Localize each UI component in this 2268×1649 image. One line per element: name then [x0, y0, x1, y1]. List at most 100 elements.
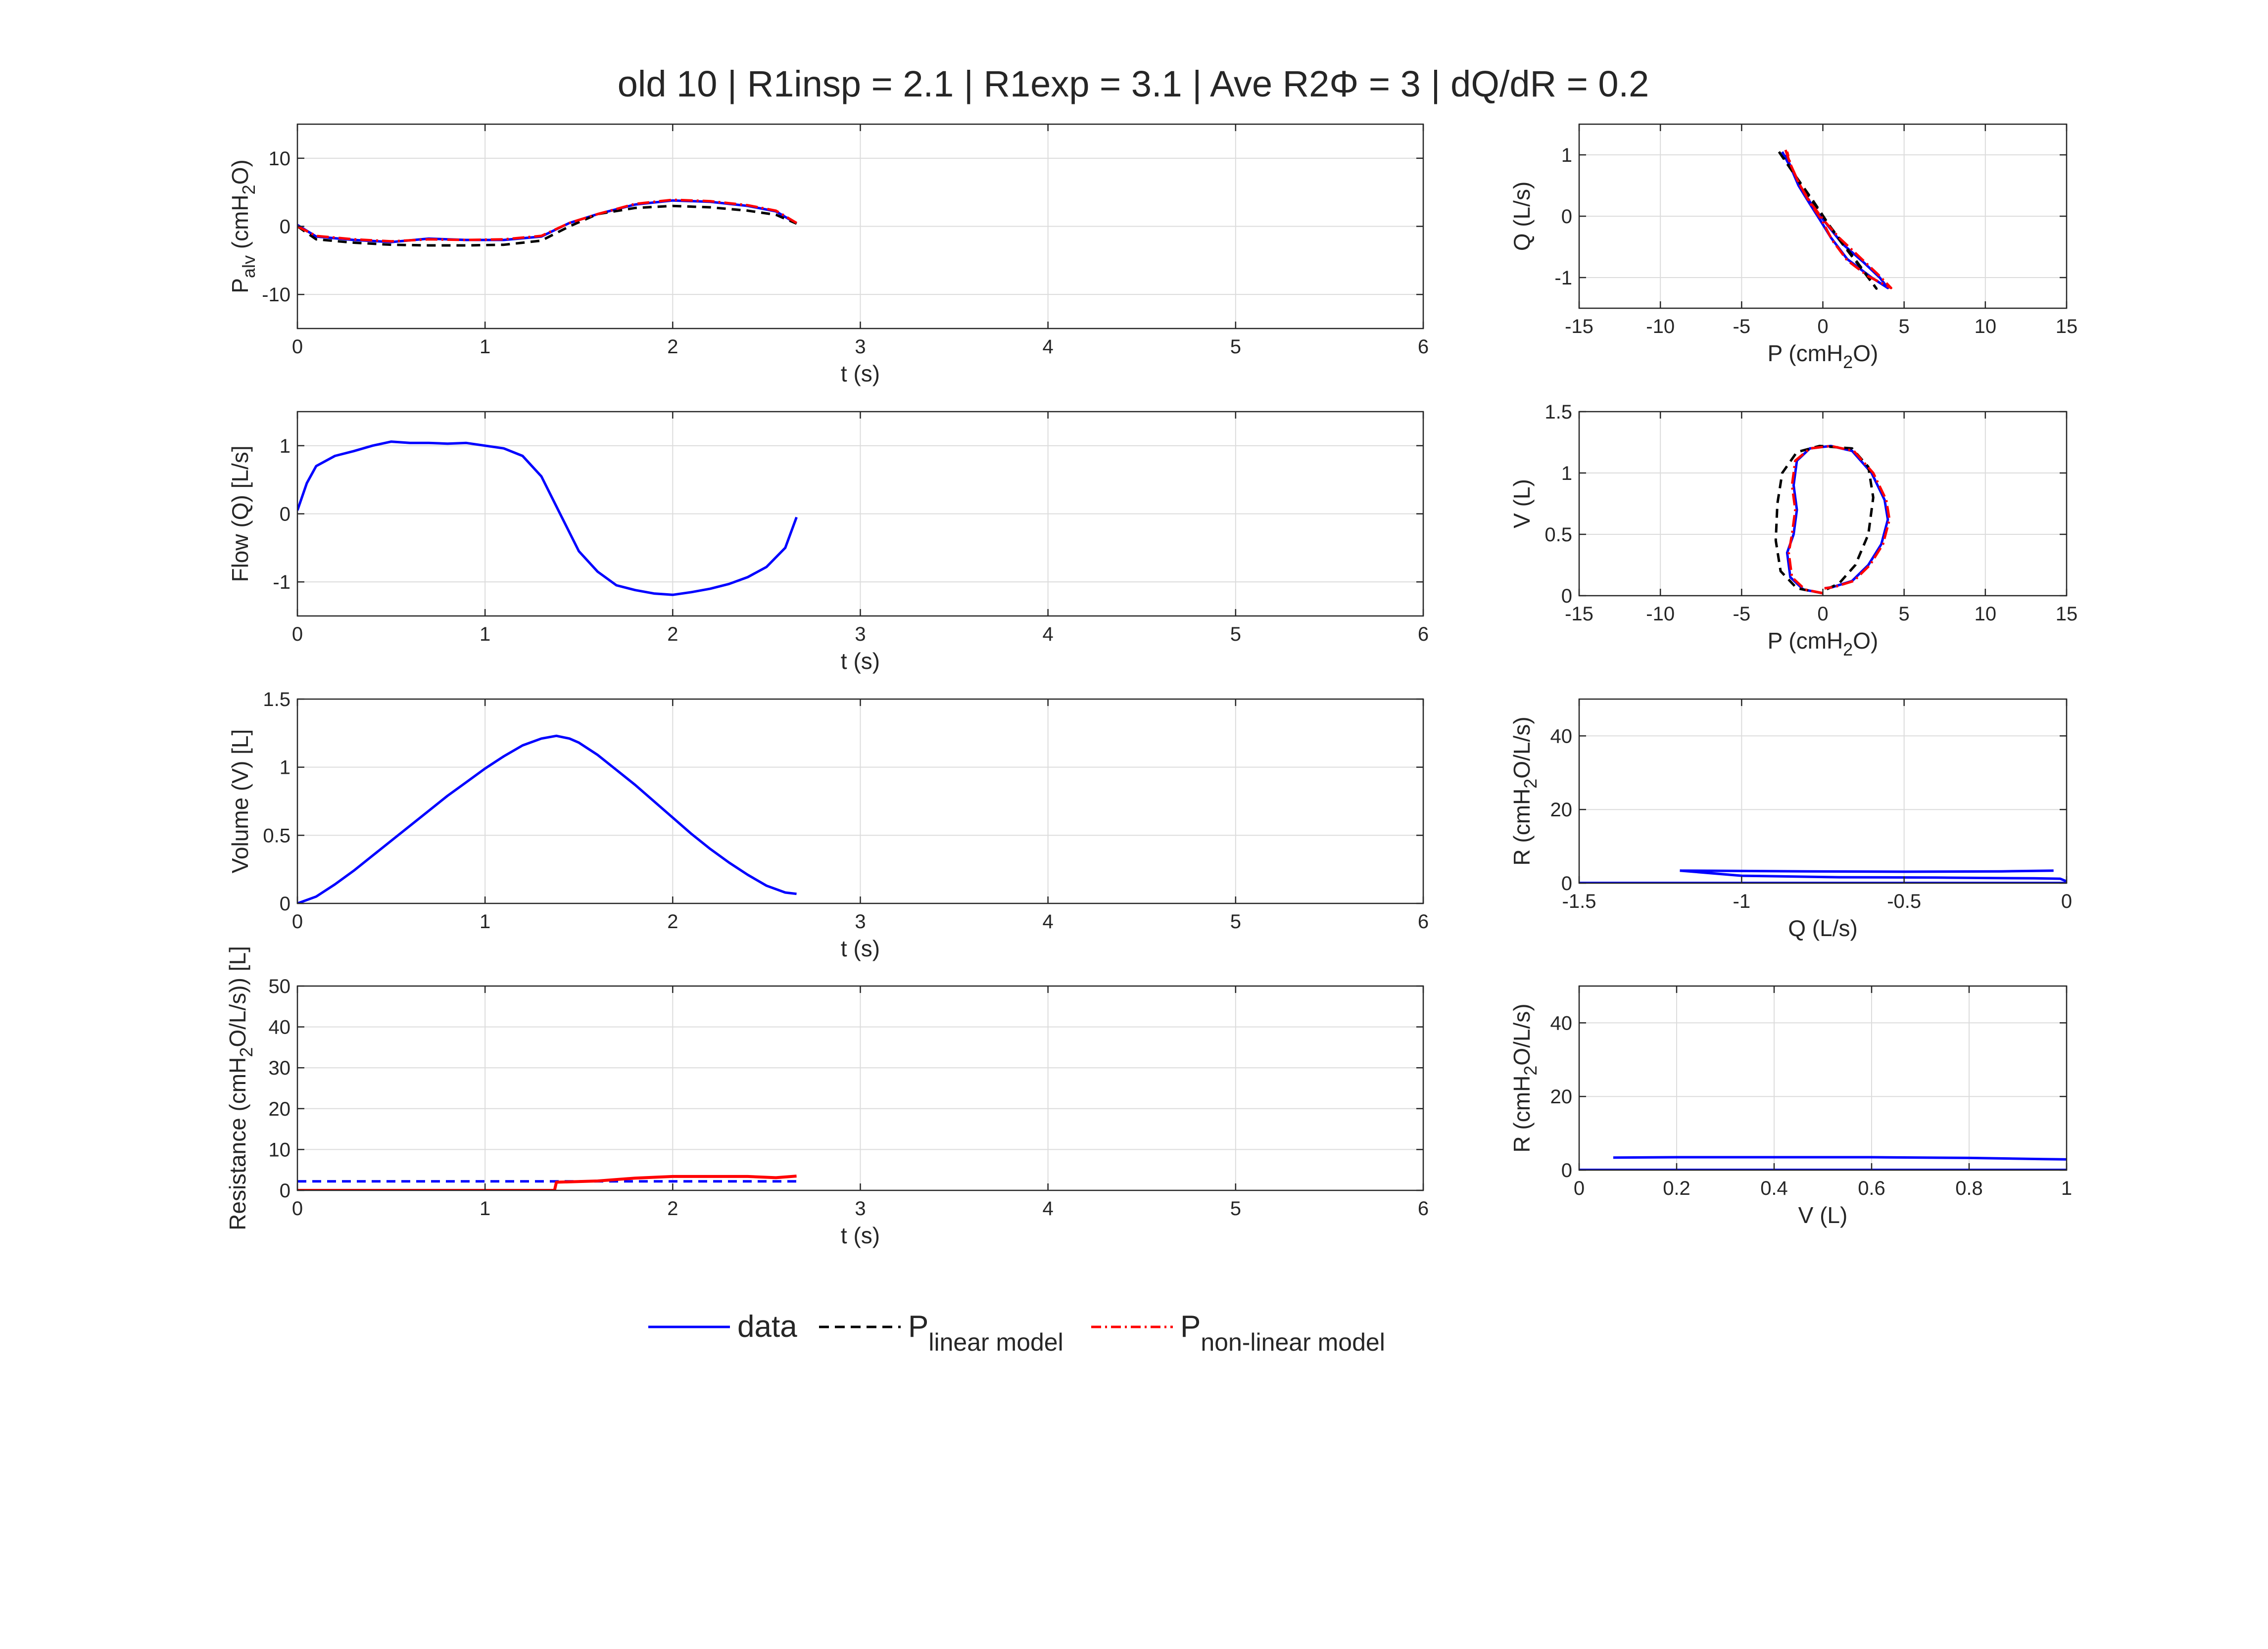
x-tick-label: 5 — [1899, 316, 1910, 337]
y-tick-label: 0 — [1561, 206, 1572, 228]
chart-vp: -15 -10 -5 0 5 10 15 0 0.5 1 1.5 P (cmH2O) V (L) — [1509, 401, 2077, 660]
x-tick-label: 6 — [1418, 336, 1429, 358]
y-axis-label: Resistance (cmH2O/L/s)) [L] — [225, 946, 256, 1230]
x-axis-label: P (cmH2O) — [1768, 628, 1879, 660]
x-tick-label: -0.5 — [1887, 891, 1921, 912]
x-tick-label: 5 — [1230, 336, 1241, 358]
series-data — [297, 734, 797, 903]
x-tick-label: 6 — [1418, 911, 1429, 933]
y-axis-label: R (cmH2O/L/s) — [1509, 1003, 1541, 1152]
series-linear — [1778, 151, 1878, 290]
x-tick-label: 1 — [2061, 1178, 2072, 1199]
legend-nonlinear-sub: non-linear model — [1201, 1328, 1385, 1356]
x-axis-label: P (cmH2O) — [1768, 340, 1879, 372]
chart-flow: 0 1 2 3 4 5 6 -1 0 1 t (s) Flow (Q) [L/s] — [227, 411, 1429, 674]
x-tick-label: 5 — [1899, 603, 1910, 625]
axes-box — [1578, 985, 2068, 1171]
x-tick-label: 1 — [480, 336, 490, 358]
x-tick-label: 2 — [667, 336, 678, 358]
x-tick-label: 3 — [855, 1198, 866, 1220]
y-tick-label: 40 — [1550, 1012, 1573, 1034]
y-axis-label: Flow (Q) [L/s] — [227, 445, 253, 582]
x-tick-label: 1 — [480, 623, 490, 645]
plot-area — [1579, 986, 2067, 1170]
y-axis-label: Q (L/s) — [1509, 182, 1535, 251]
x-axis-label: t (s) — [841, 936, 880, 961]
series-data-upper — [1680, 869, 2054, 873]
x-tick-label: 3 — [855, 623, 866, 645]
x-tick-label: 15 — [2056, 603, 2078, 625]
y-axis-label: V (L) — [1509, 479, 1535, 528]
y-tick-label: 0 — [280, 893, 290, 915]
chart-resistance: 0 1 2 3 4 5 6 0 10 20 30 40 50 t (s) Resistance (cmH2O… — [225, 946, 1429, 1248]
x-tick-label: 0 — [292, 336, 303, 358]
y-tick-label: 0 — [280, 1180, 290, 1202]
x-tick-label: 1 — [480, 1198, 490, 1220]
series-linear — [1774, 444, 1875, 595]
x-tick-label: 4 — [1043, 623, 1054, 645]
series-nonlinear-R — [297, 1175, 797, 1190]
x-tick-label: 3 — [855, 336, 866, 358]
x-tick-label: 0.2 — [1663, 1178, 1690, 1199]
x-tick-label: -5 — [1733, 603, 1751, 625]
series-data — [1613, 1156, 2067, 1161]
x-tick-label: -1 — [1733, 891, 1751, 912]
y-tick-label: 0.5 — [1544, 524, 1572, 546]
x-tick-label: -15 — [1565, 316, 1593, 337]
y-tick-label: -1 — [1554, 267, 1572, 289]
x-tick-label: 6 — [1418, 623, 1429, 645]
x-axis-label: V (L) — [1798, 1202, 1848, 1228]
y-tick-label: 30 — [269, 1057, 291, 1079]
legend-linear-sub: linear model — [928, 1328, 1063, 1356]
x-axis-label: Q (L/s) — [1788, 915, 1858, 941]
series-data — [297, 440, 798, 596]
plot-area — [1579, 699, 2067, 883]
y-tick-label: 20 — [269, 1098, 291, 1120]
y-tick-label: -1 — [273, 571, 290, 593]
x-tick-label: -1.5 — [1562, 891, 1596, 912]
x-tick-label: 15 — [2056, 316, 2078, 337]
x-axis-label: t (s) — [841, 361, 880, 386]
y-tick-label: 50 — [269, 976, 291, 997]
chart-palv: 0 1 2 3 4 5 6 -10 0 10 t (s) Palv (cmH2O) — [227, 123, 1429, 386]
legend-linear-label: Plinear model — [908, 1310, 1063, 1356]
x-tick-label: 10 — [1975, 316, 1997, 337]
x-tick-label: 0 — [2061, 891, 2072, 912]
series-linear — [297, 204, 797, 247]
legend-data-label: data — [737, 1310, 797, 1344]
figure-title: old 10 | R1insp = 2.1 | R1exp = 3.1 | Av… — [618, 63, 1649, 104]
series-nonlinear — [1784, 149, 1892, 289]
x-tick-label: 0 — [1817, 603, 1828, 625]
y-tick-label: 1 — [1561, 144, 1572, 166]
x-tick-label: 2 — [667, 623, 678, 645]
chart-rq: -1.5 -1 -0.5 0 0 20 40 Q (L/s) R (cmH2O/L/s) — [1509, 698, 2072, 941]
x-tick-label: 0.8 — [1955, 1178, 1983, 1199]
x-tick-label: 0 — [292, 911, 303, 933]
x-tick-label: 0 — [1574, 1178, 1585, 1199]
axes-box — [1578, 698, 2068, 884]
x-tick-label: 0 — [292, 1198, 303, 1220]
y-tick-label: 20 — [1550, 1086, 1573, 1108]
y-axis-label: R (cmH2O/L/s) — [1509, 716, 1541, 865]
x-tick-label: -15 — [1565, 603, 1593, 625]
x-tick-label: 0.4 — [1760, 1178, 1788, 1199]
x-tick-label: 2 — [667, 911, 678, 933]
chart-volume: 0 1 2 3 4 5 6 0 0.5 1 1.5 t (s) Volume (V) [L] — [227, 689, 1429, 961]
legend: data Plinear model Pnon-linear model — [648, 1310, 1385, 1356]
y-tick-label: 1 — [280, 757, 290, 779]
y-tick-label: 1.5 — [1544, 401, 1572, 423]
legend-linear-main: P — [908, 1310, 928, 1344]
y-tick-label: 0 — [280, 504, 290, 525]
x-tick-label: 6 — [1418, 1198, 1429, 1220]
x-tick-label: 0 — [1817, 316, 1828, 337]
y-tick-label: 40 — [1550, 725, 1573, 747]
y-tick-label: 10 — [269, 1139, 291, 1161]
x-tick-label: 3 — [855, 911, 866, 933]
y-tick-label: 0 — [1561, 585, 1572, 607]
x-tick-label: -5 — [1733, 316, 1751, 337]
y-tick-label: 0 — [280, 216, 290, 238]
x-tick-label: 5 — [1230, 1198, 1241, 1220]
x-axis-label: t (s) — [841, 648, 880, 674]
